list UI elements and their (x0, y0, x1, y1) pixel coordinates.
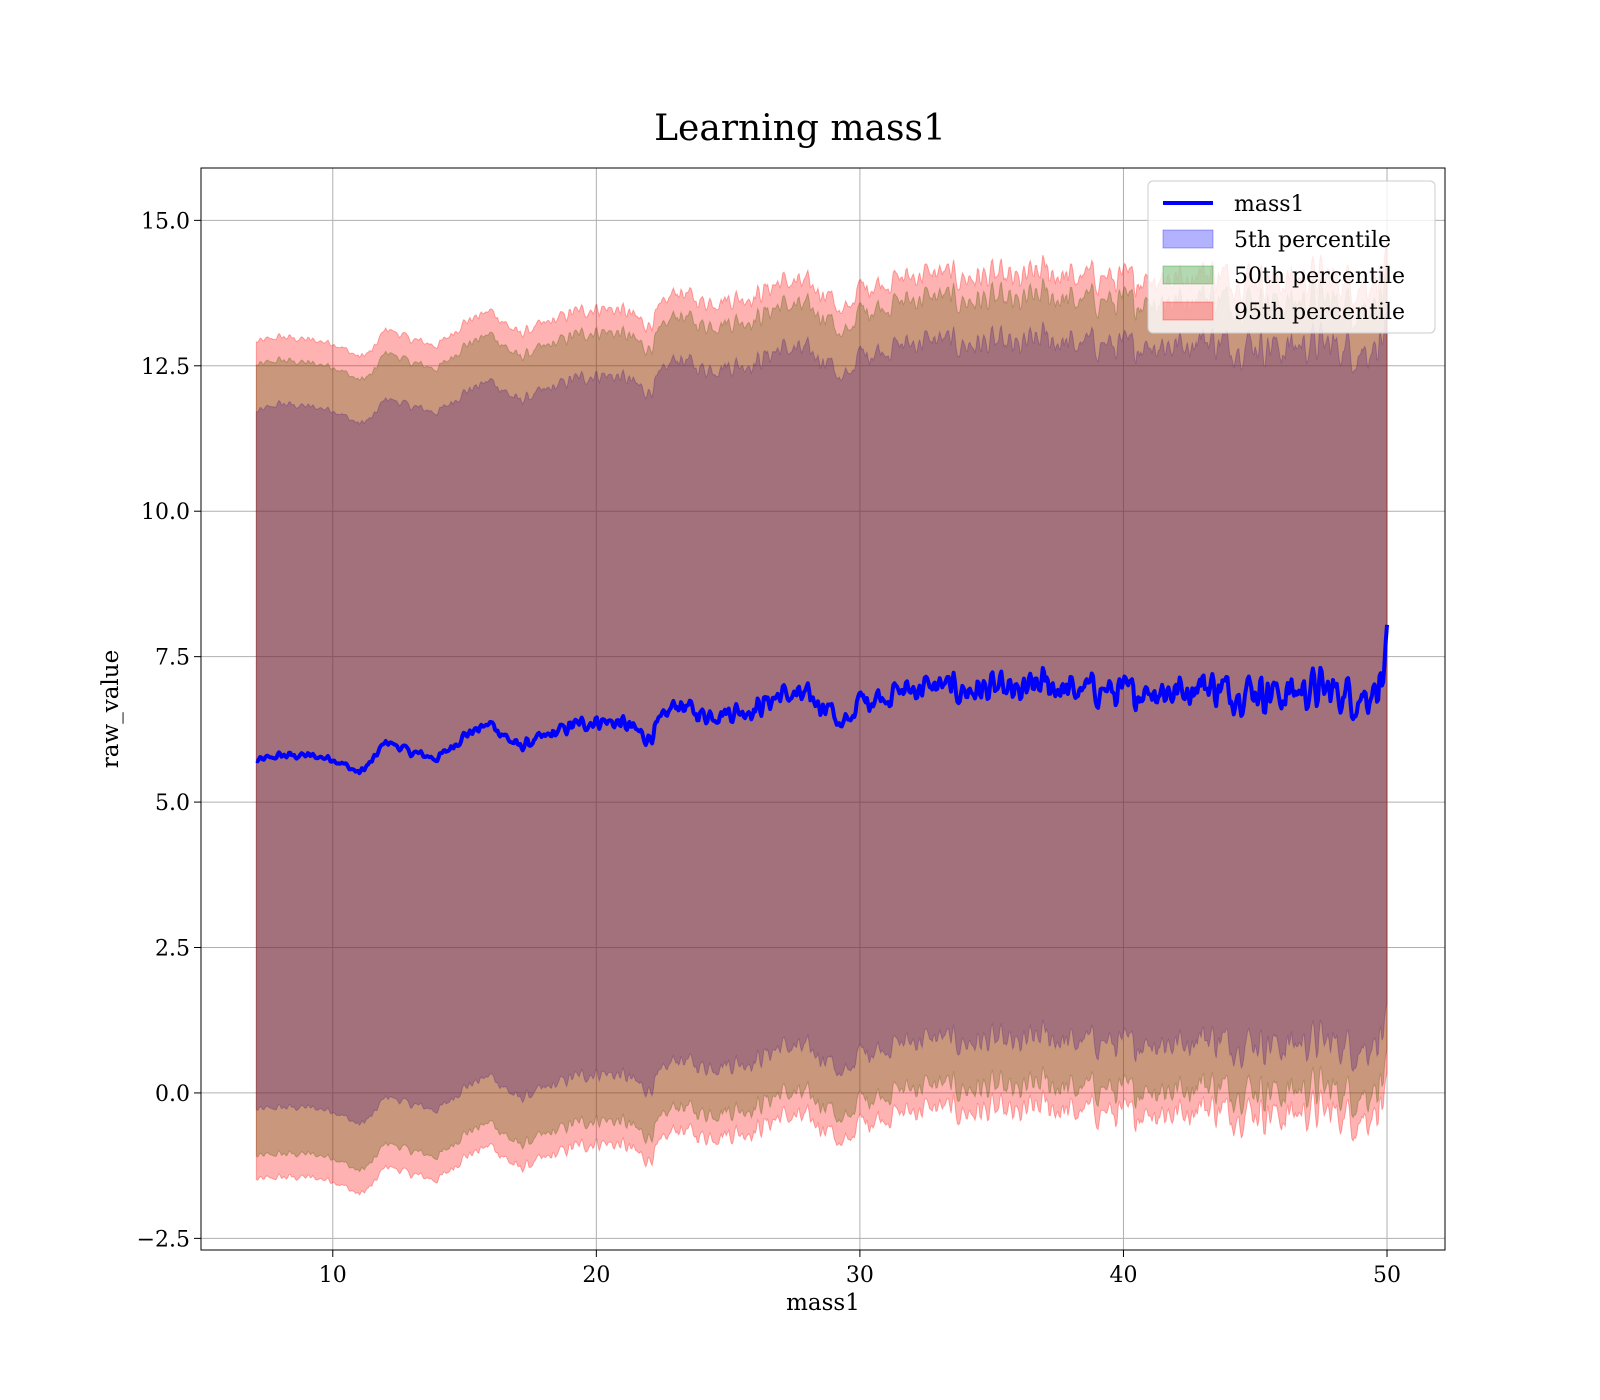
y-tick-label: 12.5 (141, 355, 190, 380)
legend-swatch-band (1162, 301, 1214, 321)
y-tick-label: 5.0 (155, 791, 190, 816)
y-tick-label: 7.5 (155, 646, 190, 671)
legend-box (1147, 180, 1436, 334)
legend-label: 95th percentile (1234, 300, 1405, 325)
legend-swatch-band (1162, 229, 1214, 249)
x-axis-label: mass1 (786, 1290, 860, 1316)
y-axis-ticks: −2.5 0.0 2.5 5.0 7.5 10.0 12.5 15.0 (137, 209, 201, 1252)
line-series (255, 624, 1390, 776)
y-tick-label: −2.5 (137, 1227, 190, 1252)
y-tick-label: 10.0 (141, 500, 190, 525)
x-axis-ticks: 10 20 30 40 50 (319, 1250, 1401, 1288)
plot-frame (200, 167, 1446, 1251)
x-tick-label: 30 (846, 1263, 874, 1288)
percentile-bands (255, 240, 1388, 1196)
y-tick-label: 15.0 (141, 209, 190, 234)
band-5th-percentile (255, 310, 1388, 1126)
legend-label: mass1 (1234, 192, 1305, 217)
x-tick-label: 40 (1109, 1263, 1137, 1288)
legend: mass1 5th percentile 50th percentile 95th p… (1147, 180, 1436, 334)
band-50th-percentile (255, 264, 1388, 1173)
y-axis-label: raw_value (98, 650, 124, 768)
line-mass1 (255, 624, 1390, 776)
legend-label: 5th percentile (1234, 228, 1391, 253)
legend-swatch-band (1162, 265, 1214, 285)
x-tick-label: 20 (582, 1263, 610, 1288)
x-tick-label: 50 (1373, 1263, 1401, 1288)
band-95th-percentile (255, 240, 1388, 1196)
y-tick-label: 2.5 (155, 937, 190, 962)
legend-entries: mass1 5th percentile 50th percentile 95th p… (1162, 192, 1405, 325)
y-tick-label: 0.0 (155, 1082, 190, 1107)
x-tick-label: 10 (319, 1263, 347, 1288)
legend-label: 50th percentile (1234, 264, 1405, 289)
chart-title: Learning mass1 (654, 108, 946, 149)
